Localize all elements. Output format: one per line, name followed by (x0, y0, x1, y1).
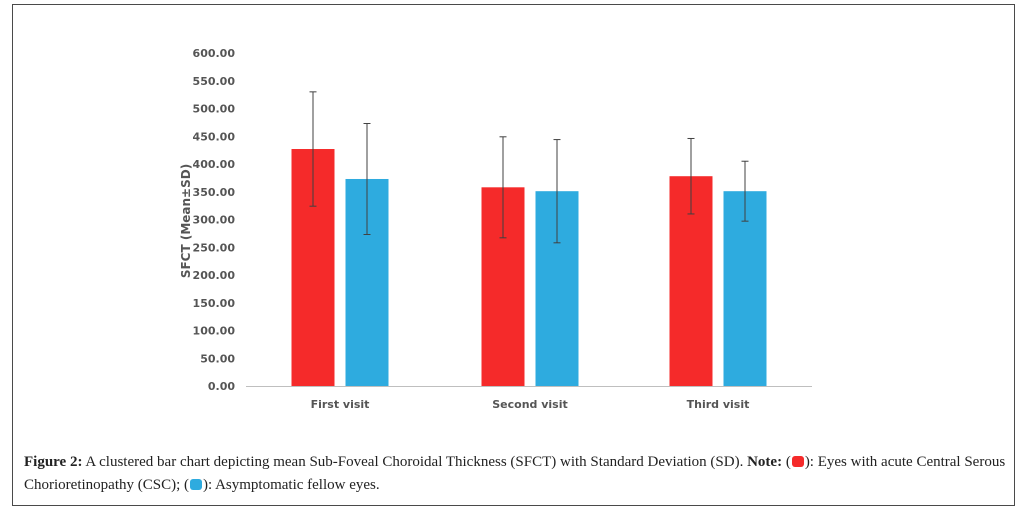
bar-chart: SFCT (Mean±SD) 0.00 50.00 100.00 150.00 200.… (179, 47, 812, 411)
x-axis-ticks: First visit Second visit Third visit (311, 398, 750, 411)
error-bar (363, 122, 371, 235)
error-bar (309, 91, 317, 207)
y-axis-label: SFCT (Mean±SD) (179, 164, 193, 278)
y-tick-label: 600.00 (193, 47, 236, 60)
error-bar (741, 160, 749, 222)
x-tick-label: Second visit (492, 398, 568, 411)
y-tick-label: 450.00 (193, 130, 236, 143)
note-label: Note: (747, 454, 783, 470)
error-bars (309, 91, 749, 244)
x-tick-label: Third visit (687, 398, 750, 411)
error-bar (499, 136, 507, 239)
figure-caption: Figure 2: A clustered bar chart depictin… (24, 451, 1014, 497)
figure-label: Figure 2: (24, 454, 83, 470)
y-tick-label: 550.00 (193, 75, 236, 88)
y-tick-label: 100.00 (193, 325, 236, 338)
x-tick-label: First visit (311, 398, 370, 411)
y-axis-ticks: 0.00 50.00 100.00 150.00 200.00 250.00 300.00 3… (193, 47, 236, 393)
caption-text: A clustered bar chart depicting mean Sub… (82, 454, 748, 470)
y-tick-label: 50.00 (200, 352, 235, 365)
y-tick-label: 0.00 (208, 380, 235, 393)
error-bar (687, 137, 695, 215)
y-tick-label: 300.00 (193, 214, 236, 227)
legend-swatch-red (791, 456, 804, 467)
y-tick-label: 250.00 (193, 241, 236, 254)
legend-blue-text: ): Asymptomatic fellow eyes. (203, 477, 380, 493)
bar-fellow-eye-3 (723, 191, 767, 386)
bars (291, 149, 767, 386)
y-tick-label: 400.00 (193, 158, 236, 171)
y-tick-label: 200.00 (193, 269, 236, 282)
error-bar (553, 139, 561, 244)
y-tick-label: 500.00 (193, 103, 236, 116)
y-tick-label: 150.00 (193, 297, 236, 310)
y-tick-label: 350.00 (193, 186, 236, 199)
legend-red-open: ( (782, 454, 791, 470)
legend-swatch-blue (190, 479, 202, 490)
legend-red-text: ): Eyes with acute Central Serous Chorio… (24, 454, 1006, 493)
